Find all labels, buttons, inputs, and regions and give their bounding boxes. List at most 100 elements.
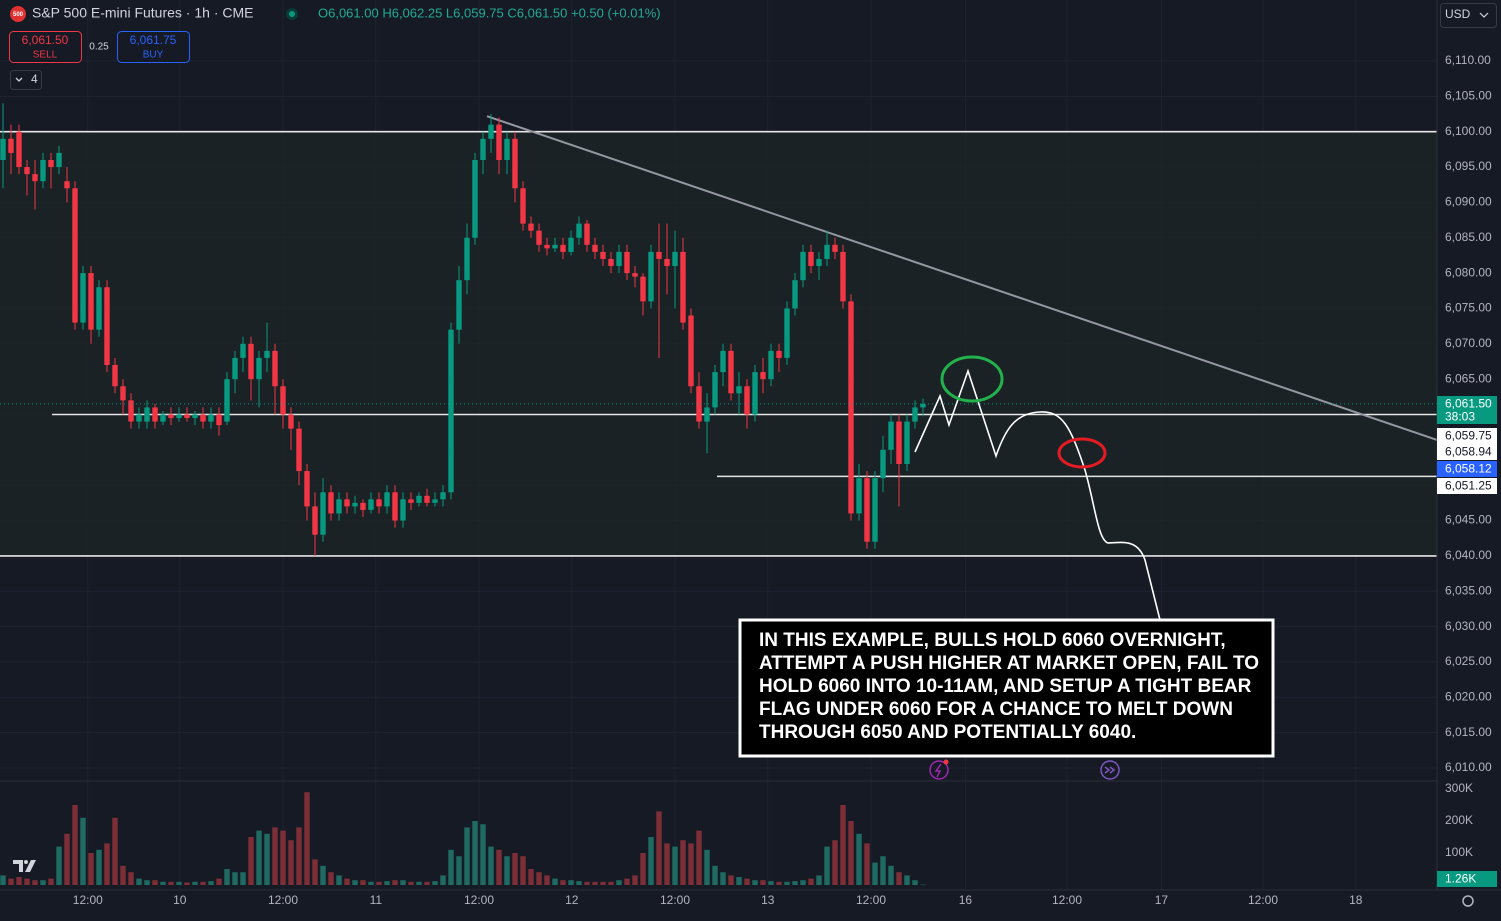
candle-body — [576, 223, 582, 238]
volume-bar — [256, 830, 262, 885]
volume-bar — [560, 880, 566, 885]
price-tag-label: 6,058.12 — [1445, 462, 1492, 476]
currency-button[interactable] — [1440, 3, 1497, 28]
sell-price: 6,061.50 — [22, 33, 69, 47]
candle-body — [632, 273, 638, 277]
candle-body — [912, 407, 918, 422]
candle-body — [264, 350, 270, 358]
y-tick-label: 6,020.00 — [1445, 689, 1492, 703]
volume-bar — [608, 881, 614, 885]
candle-body — [816, 258, 822, 267]
volume-bar — [696, 830, 702, 885]
candle-body — [64, 181, 70, 189]
volume-bar — [488, 846, 494, 885]
price-tag-label: 6,061.50 — [1445, 397, 1492, 411]
volume-bar — [48, 878, 54, 885]
volume-bar — [160, 881, 166, 885]
volume-bar — [96, 849, 102, 885]
volume-bar — [624, 878, 630, 885]
candle-body — [312, 506, 318, 535]
volume-bar — [168, 881, 174, 885]
volume-bar — [312, 859, 318, 885]
volume-bar — [136, 878, 142, 885]
y-tick-label: 6,010.00 — [1445, 760, 1492, 774]
y-tick-label: 6,095.00 — [1445, 159, 1492, 173]
volume-bar — [632, 875, 638, 885]
candle-body — [136, 414, 142, 422]
volume-bar — [80, 817, 86, 885]
candle-body — [144, 407, 150, 422]
candle-body — [776, 350, 782, 358]
symbol-title[interactable]: S&P 500 E-mini Futures · 1h · CME — [32, 5, 253, 21]
volume-bar — [752, 880, 758, 885]
volume-bar — [56, 846, 62, 885]
symbol-logo-text: 500 — [13, 12, 24, 18]
volume-bar — [832, 840, 838, 885]
sell-button[interactable] — [9, 31, 82, 63]
candle-body — [680, 251, 686, 323]
volume-bar — [408, 881, 414, 885]
price-tag-label: 6,059.75 — [1445, 429, 1492, 443]
volume-bar — [912, 880, 918, 885]
volume-bar — [552, 878, 558, 885]
volume-bar — [584, 881, 590, 885]
tv-logo-dot — [24, 860, 28, 864]
candle-body — [760, 372, 766, 380]
candle-body — [848, 301, 854, 514]
volume-bar — [304, 792, 310, 885]
chevron — [15, 77, 23, 82]
candle-body — [600, 251, 606, 259]
candle-body — [896, 421, 902, 464]
event-icon[interactable] — [1100, 760, 1120, 780]
candle-body — [728, 350, 734, 394]
volume-bar — [248, 837, 254, 885]
volume-bar — [216, 878, 222, 885]
volume-bar — [32, 880, 38, 885]
volume-tick-label: 200K — [1445, 813, 1473, 827]
volume-bar — [400, 880, 406, 885]
volume-bar — [88, 853, 94, 885]
candle-body — [496, 124, 502, 160]
candle-body — [24, 167, 30, 175]
candle-body — [544, 244, 550, 249]
volume-bar — [784, 881, 790, 885]
volume-bar — [296, 827, 302, 885]
candle-body — [688, 315, 694, 387]
y-tick-label: 6,015.00 — [1445, 725, 1492, 739]
candle-body — [712, 372, 718, 408]
volume-bar — [112, 817, 118, 885]
buy-button[interactable] — [117, 31, 190, 63]
volume-bar — [384, 881, 390, 885]
volume-bar — [512, 853, 518, 885]
candle-body — [552, 244, 558, 249]
candle-body — [320, 492, 326, 535]
volume-bar — [144, 880, 150, 885]
y-tick-label: 6,030.00 — [1445, 619, 1492, 633]
candle-body — [272, 350, 278, 387]
volume-bar — [336, 875, 342, 885]
candle-body — [192, 414, 198, 419]
x-tick-label: 12 — [565, 893, 579, 907]
candle-body — [256, 357, 262, 380]
candle-body — [480, 138, 486, 160]
candle-body — [16, 131, 22, 168]
status-dot — [289, 11, 295, 17]
candle-body — [832, 244, 838, 252]
candle-body — [784, 308, 790, 358]
volume-bar — [328, 872, 334, 885]
volume-tag — [1437, 871, 1497, 887]
candle-body — [368, 499, 374, 510]
candle-body — [80, 273, 86, 323]
candle-body — [152, 407, 158, 422]
volume-bar — [808, 878, 814, 885]
candle-body — [240, 343, 246, 358]
event-icon[interactable] — [929, 760, 949, 780]
candle-body — [248, 343, 254, 380]
candle-body — [232, 357, 238, 380]
settings-icon[interactable] — [1462, 895, 1474, 907]
x-tick-label: 16 — [959, 893, 973, 907]
volume-bar — [352, 880, 358, 885]
y-tick-label: 6,040.00 — [1445, 548, 1492, 562]
indicator-toggle[interactable] — [10, 70, 42, 90]
volume-bar — [712, 865, 718, 885]
